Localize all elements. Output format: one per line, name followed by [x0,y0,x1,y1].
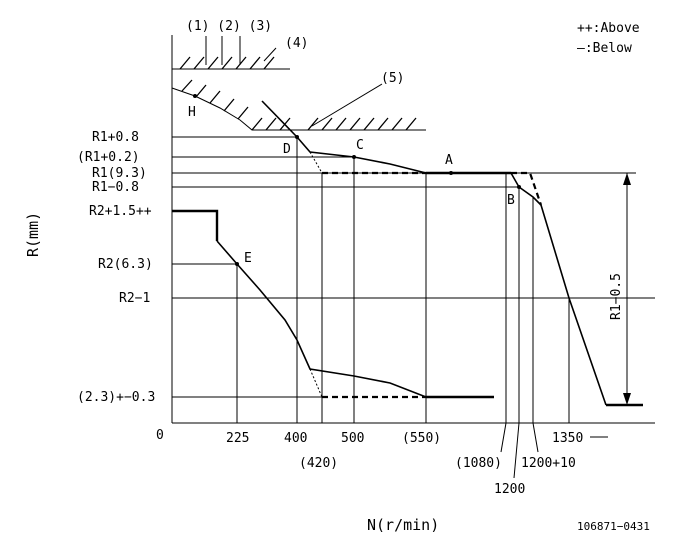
point-C-label: C [356,138,364,153]
dashed-B-above [511,171,543,206]
leader-5 [311,83,383,127]
stop-4-hatching [179,56,275,70]
leader-4 [263,47,277,62]
xtick-1080: (1080) [455,456,502,471]
label-5: (5) [381,71,404,86]
label-4: (4) [285,36,308,51]
origin-label: 0 [156,428,164,443]
leader-1080 [500,422,507,453]
xtick-500: 500 [341,431,364,446]
ytick-r1-plus-02: (R1+0.2) [77,150,140,165]
governor-entry-line [261,100,298,138]
droop-curve [540,204,607,406]
ytick-r2-plus-15: R2+1.5++ [89,204,152,219]
point-B-label: B [507,193,515,208]
start-step [172,209,219,241]
dotted-D [309,151,323,174]
point-B-dot [517,185,521,189]
stop-5-curve [171,87,426,131]
point-E-label: E [244,251,252,266]
point-D-dot [295,135,299,139]
point-A-dot [449,171,453,175]
ytick-r1: R1(9.3) [92,166,147,181]
dimension-label: R1−0.5 [609,273,624,320]
xtick-1200-10: 1200+10 [521,456,576,471]
figure-id: 106871−0431 [577,520,650,533]
ytick-r1-plus-08: R1+0.8 [92,130,139,145]
xtick-225: 225 [226,431,249,446]
point-E-dot [235,262,239,266]
point-D-label: D [283,142,291,157]
xtick-420: (420) [299,456,338,471]
curve-B [510,172,542,206]
ytick-r2-minus-1: R2−1 [119,291,150,306]
dimension-arrow-top [623,173,631,185]
stop-5-hatching [181,79,417,131]
dotted-E [309,368,323,398]
xtick-1200: 1200 [494,482,525,497]
leader-1200-10 [532,422,539,453]
point-H-dot [193,94,197,98]
point-C-dot [352,155,356,159]
curve-E [216,240,427,398]
point-H-label: H [188,105,196,120]
xtick-1350: 1350 [552,431,583,446]
xtick-400: 400 [284,431,307,446]
ytick-idle: (2.3)+−0.3 [77,390,155,405]
x-axis-title: N(r/min) [367,516,439,534]
point-A-label: A [445,153,453,168]
leader-1200 [513,422,520,479]
label-1-2-3: (1) (2) (3) [186,19,272,34]
legend-above: ++:Above [577,21,640,36]
xtick-550: (550) [402,431,441,446]
legend-below: —:Below [577,41,632,56]
dimension-arrow-bottom [623,393,631,405]
ytick-r1-minus-08: R1−0.8 [92,180,139,195]
ytick-r2: R2(6.3) [98,257,153,272]
y-axis-title: R(mm) [24,212,42,257]
